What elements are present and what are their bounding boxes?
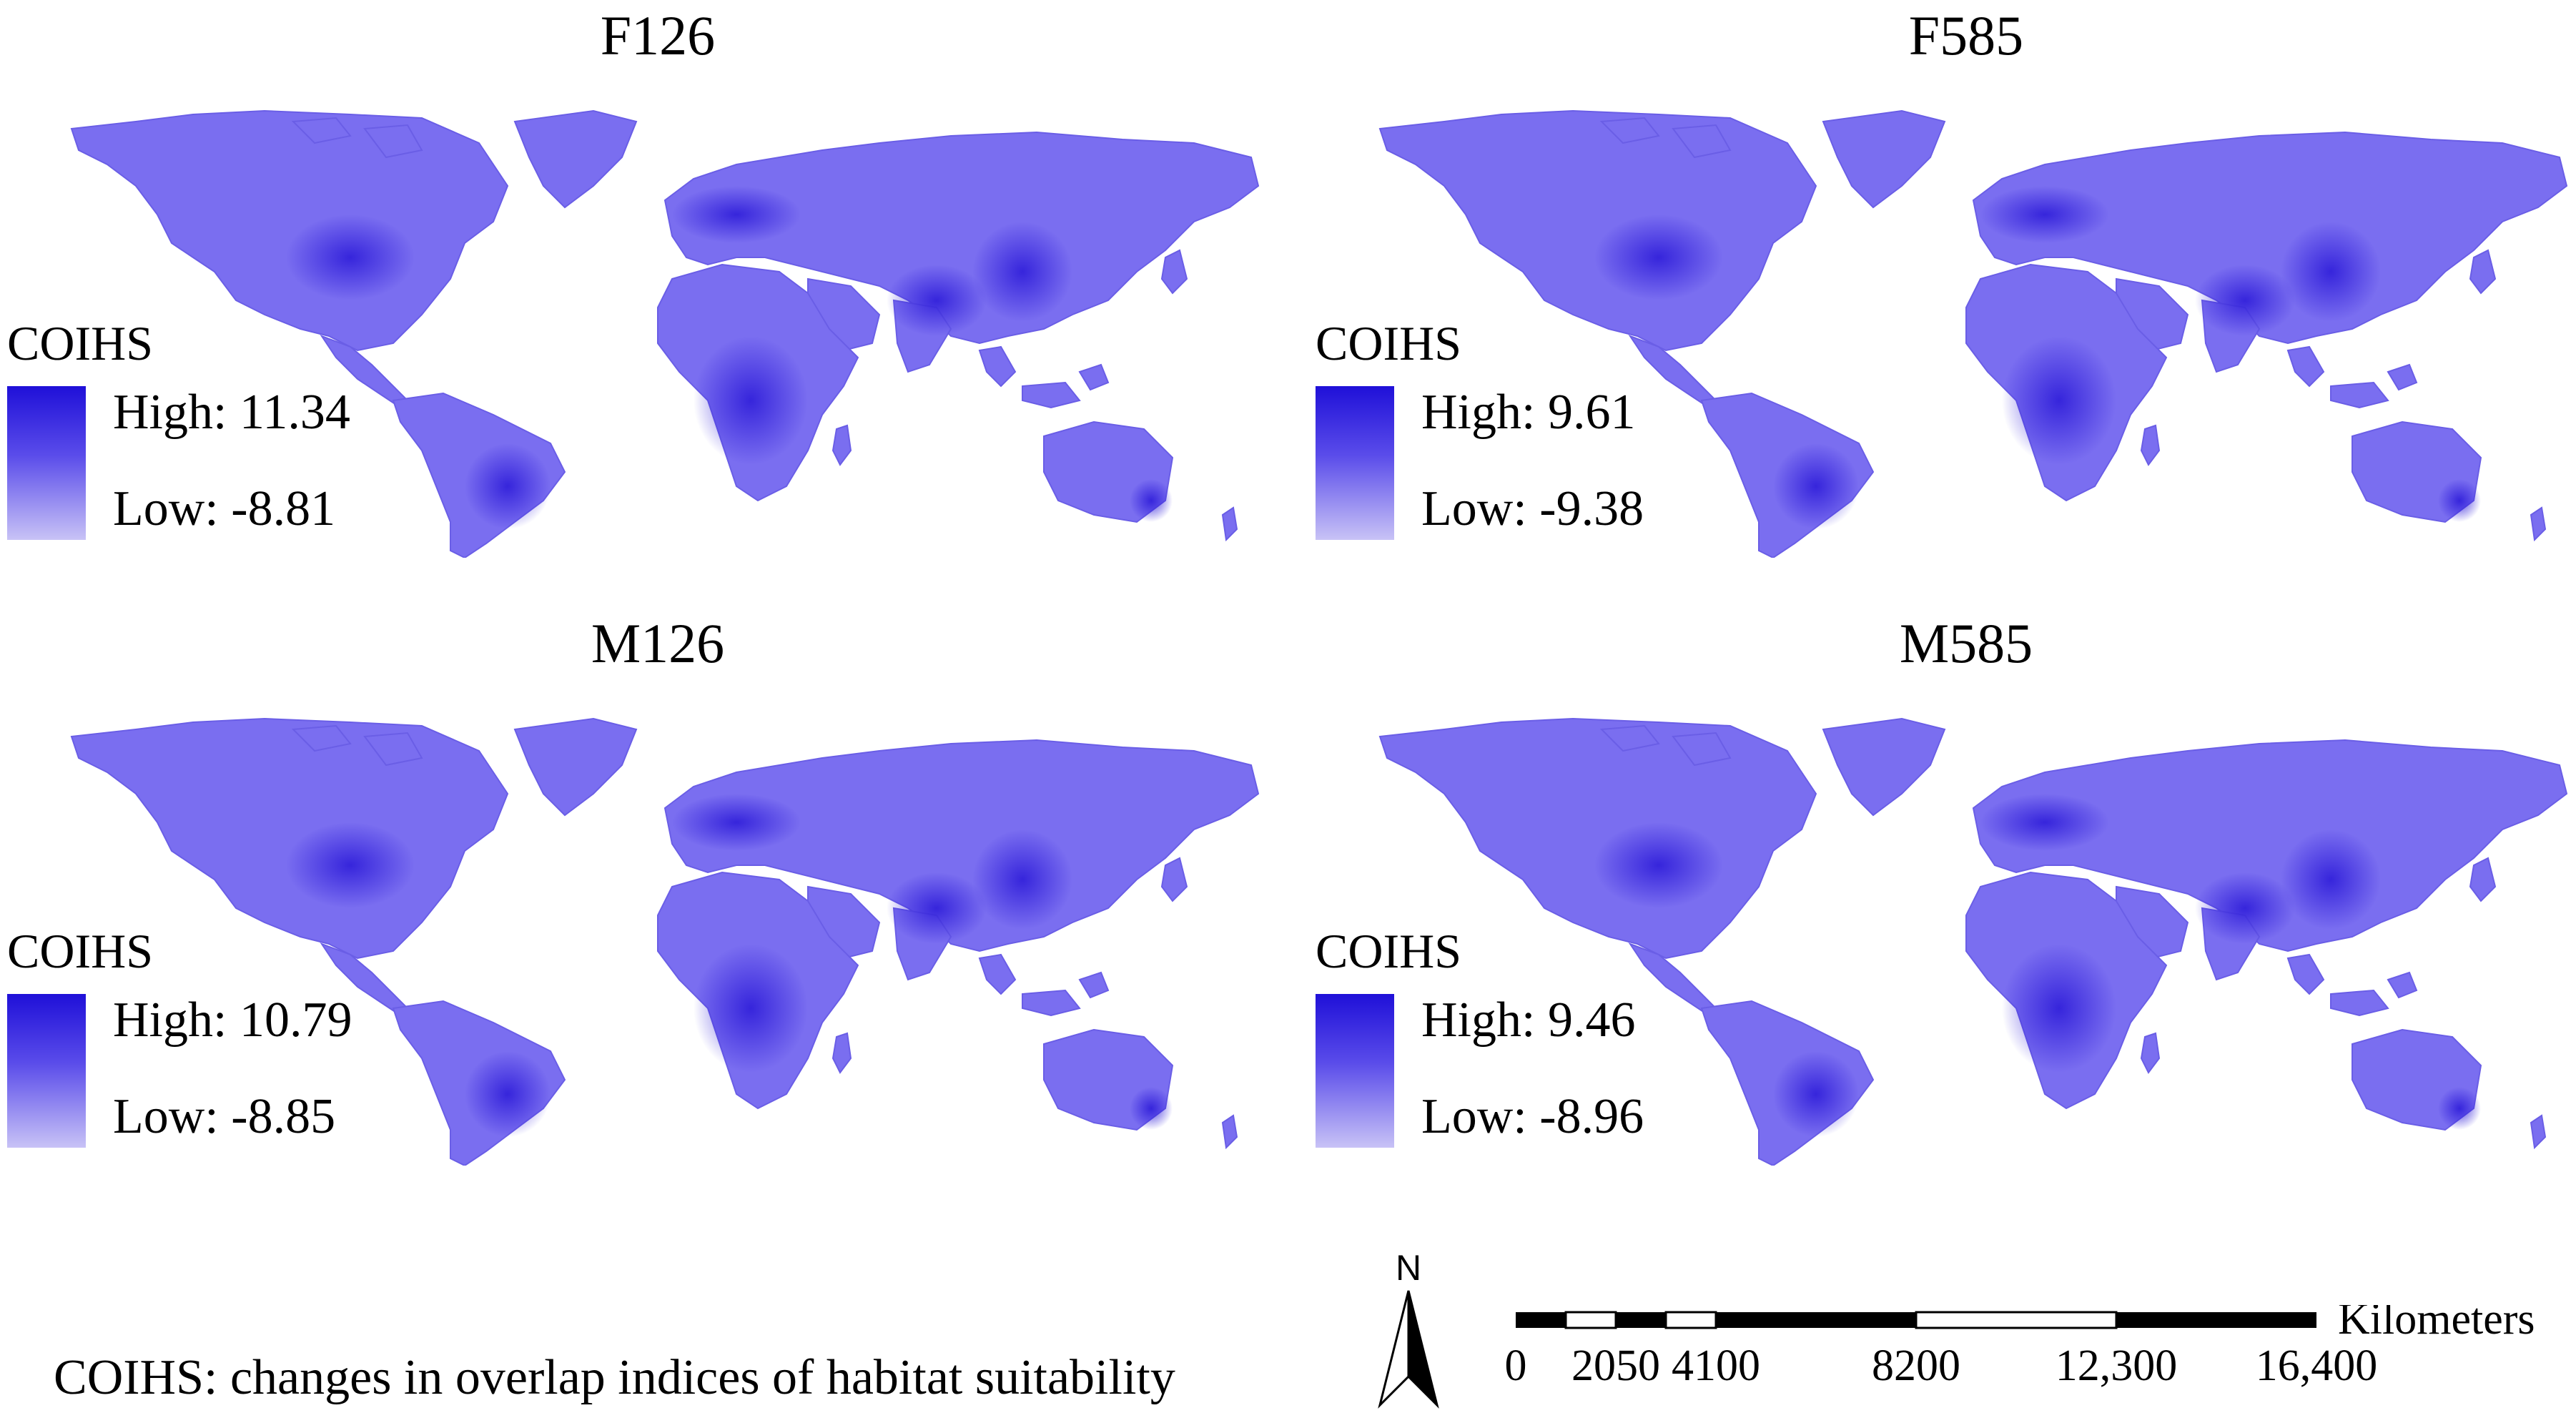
scale-segment [1664,1311,1717,1329]
legend-high-label: High: 10.79 [113,993,352,1048]
map-panel-f126: F126 COIHS High: 11.34 Low: -8.81 [7,0,1287,615]
north-label: N [1396,1248,1421,1288]
legend-high-label: High: 9.46 [1421,993,1636,1048]
scale-unit-label: Kilometers [2338,1305,2535,1344]
legend-title: COIHS [1316,924,1462,978]
panel-title: F585 [1908,4,2024,67]
legend-title: COIHS [7,316,154,370]
legend-color-ramp [1316,994,1394,1148]
legend-color-ramp [7,386,86,540]
panel-title: F126 [600,4,716,67]
scale-tick-label: 4100 [1672,1341,1760,1390]
map-panel-f585: F585 COIHS High: 9.61 Low: -9.38 [1316,0,2576,615]
scale-tick-label: 16,400 [2256,1341,2378,1390]
legend-low-label: Low: -9.38 [1421,481,1644,536]
north-arrow-right-half [1407,1290,1439,1409]
panel-title: M585 [1899,612,2033,674]
footnote: COIHS: changes in overlap indices of hab… [54,1350,1175,1405]
scale-tick-label: 12,300 [2056,1341,2178,1390]
scale-segment [1564,1311,1617,1329]
map-panel-m585: M585 COIHS High: 9.46 Low: -8.96 [1316,608,2576,1223]
legend-color-ramp [7,994,86,1148]
scale-tick-label: 2050 [1571,1341,1660,1390]
scale-bar: Kilometers 0 2050 4100 8200 12,300 16,40… [1505,1305,2535,1390]
panel-title: M126 [591,612,725,674]
legend-low-label: Low: -8.85 [113,1089,336,1144]
scale-tick-label: 0 [1505,1341,1527,1390]
scale-tick-label: 8200 [1872,1341,1960,1390]
legend-low-label: Low: -8.96 [1421,1089,1644,1144]
map-panel-m126: M126 COIHS High: 10.79 Low: -8.85 [7,608,1287,1223]
legend-title: COIHS [1316,316,1462,370]
legend-high-label: High: 11.34 [113,385,350,440]
scale-segment [1516,1312,1566,1328]
legend-high-label: High: 9.61 [1421,385,1636,440]
scale-segment [2116,1312,2316,1328]
scale-segment [1616,1312,1666,1328]
scale-segment [1915,1311,2118,1329]
legend-color-ramp [1316,386,1394,540]
legend-title: COIHS [7,924,154,978]
north-arrow: N [1378,1248,1439,1409]
legend-low-label: Low: -8.81 [113,481,336,536]
scale-segment [1716,1312,1916,1328]
north-arrow-left-half [1378,1290,1410,1409]
